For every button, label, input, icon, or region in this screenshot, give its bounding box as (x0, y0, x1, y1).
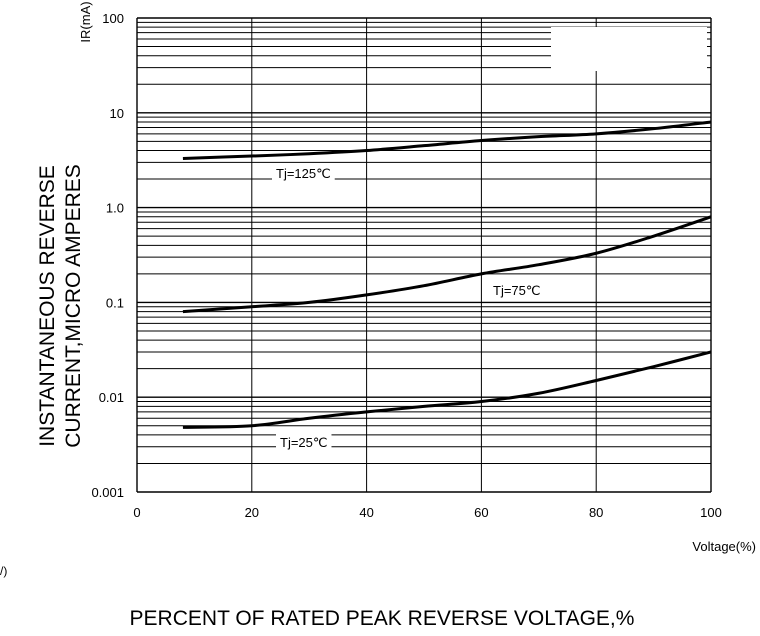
left-edge-fragment: /) (0, 564, 7, 578)
y-axis-label-line2: CURRENT,MICRO AMPERES (62, 164, 85, 448)
x-tick-label: 100 (700, 505, 722, 520)
y-tick-label: 0.1 (106, 295, 124, 310)
y-tick-label: 100 (102, 11, 124, 26)
series-label-background (276, 434, 332, 452)
x-tick-label: 0 (133, 505, 140, 520)
y-tick-label: 0.001 (91, 485, 124, 500)
legend-blank-area (551, 27, 707, 71)
x-axis-label: PERCENT OF RATED PEAK REVERSE VOLTAGE,% (130, 607, 635, 630)
x-tick-label: 20 (245, 505, 259, 520)
series-label-background (272, 165, 335, 183)
series-label-background (489, 282, 545, 300)
series-line (182, 120, 712, 160)
series-label: Tj=25℃ (280, 435, 327, 450)
x-tick-label: 80 (589, 505, 603, 520)
y-axis-short-label: IR(mA) (78, 1, 93, 42)
y-axis-label-line1: INSTANTANEOUS REVERSE (36, 165, 59, 447)
grid-lines (136, 17, 712, 493)
y-tick-label: 1.0 (106, 201, 124, 216)
series-label: Tj=125℃ (276, 166, 331, 181)
tick-labels: 0 20 40 60 80 100 0.001 0.01 0.1 1.0 10 100 (91, 11, 721, 520)
series-label: Tj=75℃ (493, 283, 540, 298)
x-tick-label: 60 (474, 505, 488, 520)
y-tick-label: 0.01 (99, 390, 124, 405)
x-tick-label: 40 (359, 505, 373, 520)
series-lines: Tj=125℃ Tj=75℃ Tj=25℃ (182, 120, 712, 452)
series-line (182, 215, 712, 314)
x-axis-short-label: Voltage(%) (692, 539, 756, 554)
series-line (182, 350, 712, 429)
y-tick-label: 10 (110, 106, 124, 121)
